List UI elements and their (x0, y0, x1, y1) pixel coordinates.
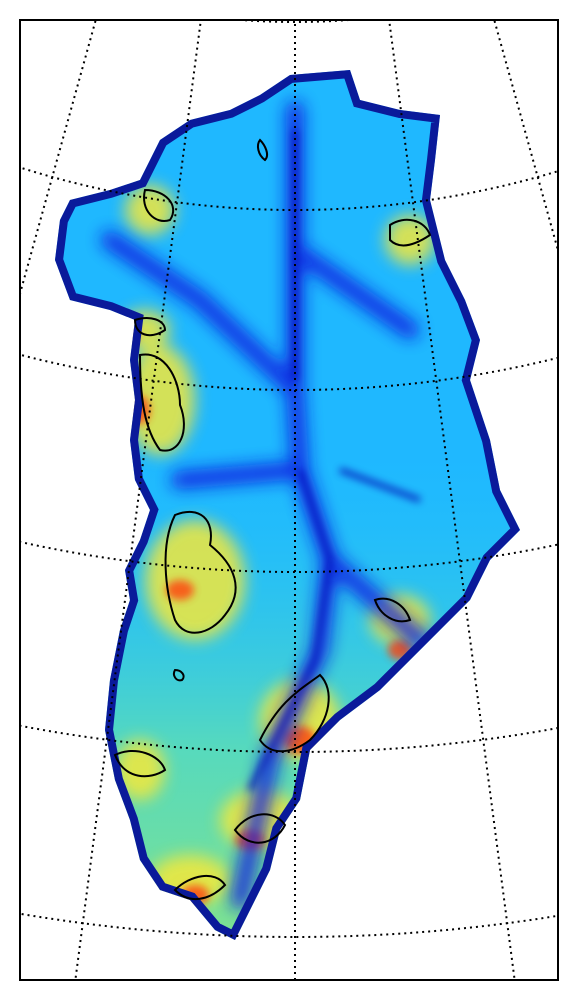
meridian (20, 20, 97, 298)
contours (113, 138, 432, 900)
contour (233, 813, 287, 844)
meridian (493, 20, 558, 255)
contour (164, 510, 237, 634)
contour (258, 673, 330, 753)
contour (143, 188, 175, 222)
contour (389, 218, 432, 247)
contour (133, 317, 167, 337)
contour (138, 353, 185, 452)
contour (172, 668, 185, 682)
contour (173, 874, 227, 900)
meridian (0, 0, 10, 1000)
parallel (231, 20, 359, 23)
meridian (74, 20, 202, 980)
meridian (388, 20, 516, 980)
contour (373, 597, 412, 623)
contour (113, 750, 167, 778)
contour (256, 138, 269, 162)
map-frame (19, 19, 559, 981)
